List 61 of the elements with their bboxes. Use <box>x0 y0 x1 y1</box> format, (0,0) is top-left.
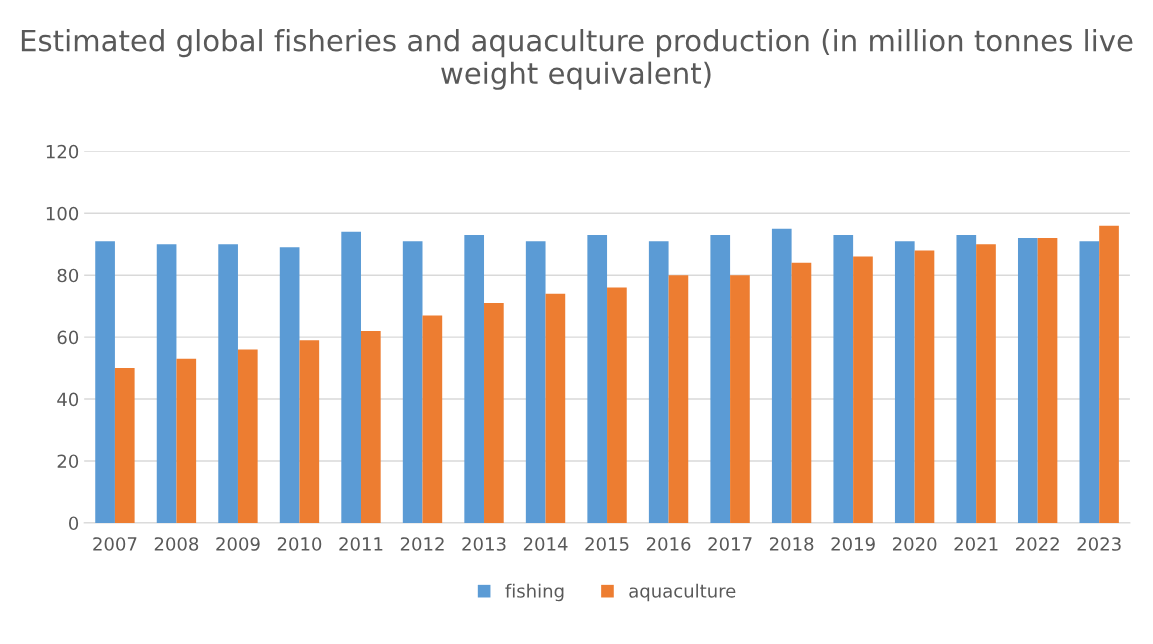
bar <box>607 287 627 523</box>
bar <box>914 250 935 523</box>
bar <box>341 231 361 523</box>
x-tick-label: 2014 <box>523 537 568 551</box>
x-tick-label: 2023 <box>1077 537 1121 551</box>
bar <box>525 241 546 523</box>
bar <box>853 256 873 523</box>
y-tick-label: 40 <box>57 392 79 407</box>
legend-label: aquaculture <box>629 583 736 602</box>
bar <box>648 241 669 523</box>
x-tick-label: 2008 <box>154 537 199 551</box>
bar <box>1079 241 1100 523</box>
y-tick-label: 20 <box>57 454 79 469</box>
x-tick-label: 2013 <box>462 537 506 551</box>
bar <box>545 293 566 523</box>
bar <box>791 262 812 523</box>
x-tick-label: 2022 <box>1016 537 1059 551</box>
chart-title: Estimated global fisheries and aquaculture production (in million tonnes live weight equivalent) <box>21 28 1133 90</box>
bar <box>95 241 115 523</box>
bar <box>1099 225 1119 523</box>
bar <box>176 358 197 523</box>
bar <box>833 234 854 523</box>
bar <box>299 340 320 523</box>
x-tick-label: 2020 <box>892 537 937 551</box>
bar <box>484 303 504 523</box>
x-tick-label: 2021 <box>954 537 998 551</box>
bar <box>114 368 135 523</box>
bar <box>771 228 792 523</box>
bar <box>279 247 300 523</box>
x-tick-label: 2012 <box>400 537 444 551</box>
x-tick-label: 2018 <box>769 537 814 551</box>
bar <box>402 241 423 523</box>
bar <box>710 234 731 523</box>
bar <box>976 244 996 523</box>
bar <box>218 244 238 523</box>
y-tick-label: 60 <box>57 330 79 345</box>
bar <box>1017 238 1038 523</box>
y-tick-label: 0 <box>69 516 79 531</box>
y-tick-label: 80 <box>57 268 79 283</box>
bar <box>956 234 977 523</box>
x-tick-label: 2009 <box>216 537 260 551</box>
bar <box>464 234 485 523</box>
legend-label: fishing <box>505 583 564 602</box>
bar <box>1037 238 1058 523</box>
bar <box>668 275 689 523</box>
x-tick-label: 2011 <box>339 537 383 551</box>
bar <box>587 234 608 523</box>
x-tick-label: 2015 <box>585 537 629 551</box>
bar <box>156 244 177 523</box>
bar <box>360 330 381 523</box>
bar <box>894 241 915 523</box>
y-tick-label: 100 <box>46 206 79 221</box>
y-tick-label: 120 <box>46 144 79 159</box>
x-tick-label: 2010 <box>277 537 322 551</box>
x-tick-label: 2007 <box>93 537 137 551</box>
x-tick-label: 2017 <box>708 537 752 551</box>
bar <box>237 349 258 523</box>
x-tick-label: 2019 <box>831 537 875 551</box>
bar <box>730 275 750 523</box>
bar <box>422 315 443 523</box>
x-tick-label: 2016 <box>646 537 691 551</box>
